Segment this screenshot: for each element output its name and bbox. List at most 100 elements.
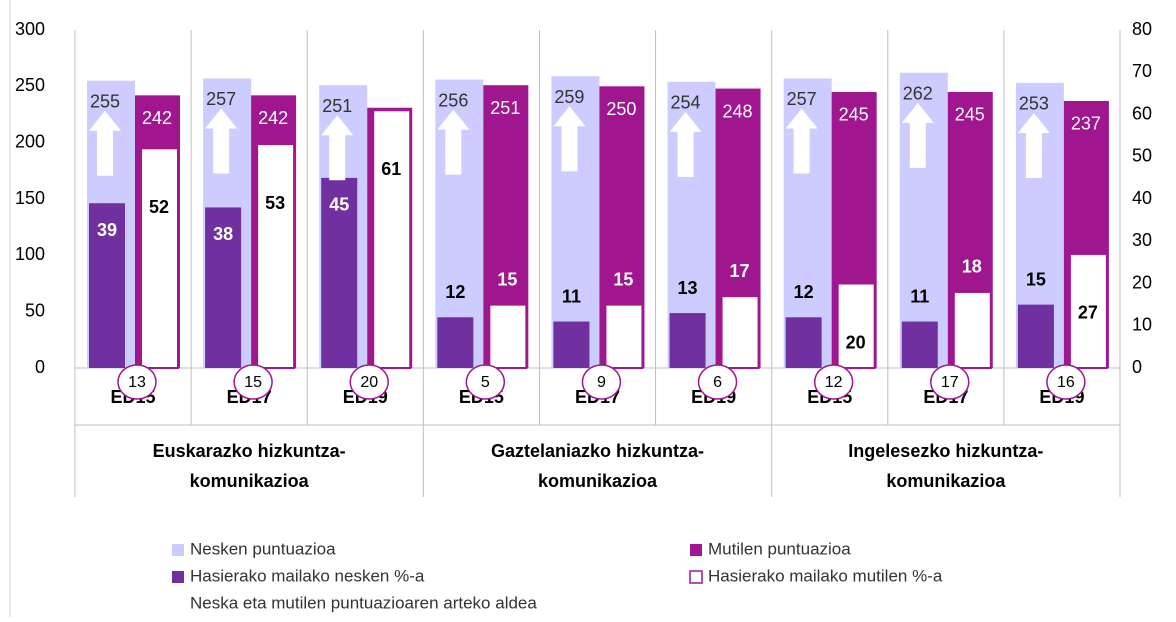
- legend-swatch: [172, 544, 184, 556]
- value-label: 12: [445, 282, 465, 302]
- bar: [836, 282, 876, 369]
- bar: [720, 295, 760, 369]
- value-label: 61: [381, 159, 401, 179]
- legend-label: Nesken puntuazioa: [190, 539, 336, 558]
- bar: [553, 321, 590, 368]
- value-label: 12: [794, 282, 814, 302]
- value-label: 38: [213, 224, 233, 244]
- bar: [372, 109, 412, 370]
- value-label: 262: [903, 84, 933, 104]
- value-label: 250: [606, 99, 636, 119]
- group-label: Euskarazko hizkuntza-: [153, 441, 346, 461]
- value-label: 11: [910, 286, 929, 306]
- bar: [437, 317, 474, 368]
- bar: [952, 290, 992, 370]
- legend-label: Hasierako mailako mutilen %-a: [708, 566, 943, 585]
- value-label: 251: [322, 96, 352, 116]
- y2-tick-label: 10: [1132, 315, 1152, 335]
- value-label: 231: [374, 120, 404, 140]
- value-label: 18: [962, 257, 982, 277]
- arrow: [553, 106, 586, 172]
- difference-marker: [930, 364, 970, 400]
- group-label: komunikazioa: [886, 471, 1006, 491]
- value-label: 11: [562, 286, 581, 306]
- difference-label: 17: [941, 374, 959, 391]
- difference-marker: [1046, 364, 1086, 400]
- bar: [205, 207, 242, 368]
- y-tick-label: 150: [15, 188, 45, 208]
- value-label: 257: [787, 89, 817, 109]
- legend-label: Mutilen puntuazioa: [708, 539, 851, 558]
- value-label: 255: [90, 91, 120, 111]
- difference-marker: [349, 364, 389, 400]
- arrow: [437, 109, 470, 175]
- difference-label: 16: [1057, 374, 1075, 391]
- bar: [785, 317, 822, 368]
- y-tick-label: 250: [15, 75, 45, 95]
- legend-swatch: [690, 544, 702, 556]
- bar: [140, 147, 179, 369]
- difference-label: 20: [360, 374, 378, 391]
- y2-tick-label: 0: [1132, 357, 1142, 377]
- value-label: 253: [1019, 94, 1049, 114]
- difference-marker: [813, 364, 854, 400]
- y-tick-label: 300: [15, 19, 45, 39]
- difference-marker: [233, 364, 273, 400]
- group-label: Ingelesezko hizkuntza-: [848, 441, 1043, 461]
- bar: [604, 303, 644, 369]
- bar: [256, 143, 296, 369]
- bar: [89, 203, 125, 368]
- y2-tick-label: 40: [1132, 188, 1152, 208]
- value-label: 15: [497, 269, 517, 289]
- difference-label: 13: [128, 374, 146, 391]
- difference-label: 6: [713, 374, 722, 391]
- group-label: komunikazioa: [538, 471, 658, 491]
- y2-tick-label: 60: [1132, 103, 1152, 123]
- y-tick-label: 100: [15, 244, 45, 264]
- difference-label: 5: [481, 374, 490, 391]
- value-label: 245: [955, 105, 985, 125]
- bar: [321, 177, 358, 368]
- bar: [901, 321, 938, 368]
- value-label: 248: [723, 101, 753, 121]
- value-label: 259: [554, 87, 584, 107]
- value-label: 27: [1078, 303, 1098, 323]
- value-label: 13: [678, 278, 698, 298]
- value-label: 251: [490, 98, 520, 118]
- legend-label: Hasierako mailako nesken %-a: [190, 566, 425, 585]
- bar: [488, 303, 528, 369]
- value-label: 15: [613, 269, 633, 289]
- value-label: 254: [671, 93, 701, 113]
- y-tick-label: 50: [25, 300, 45, 320]
- legend-label: Neska eta mutilen puntuazioaren arteko a…: [190, 593, 537, 612]
- bar: [1068, 252, 1108, 369]
- value-label: 257: [206, 89, 236, 109]
- difference-marker: [465, 364, 506, 400]
- value-label: 256: [438, 90, 468, 110]
- arrow: [785, 108, 818, 174]
- group-label: komunikazioa: [190, 471, 310, 491]
- y2-tick-label: 30: [1132, 230, 1152, 250]
- arrow: [1017, 112, 1050, 178]
- difference-marker: [581, 364, 622, 400]
- value-label: 242: [142, 108, 172, 128]
- y2-tick-label: 70: [1132, 61, 1152, 81]
- arrow: [901, 102, 934, 168]
- arrow: [321, 115, 354, 181]
- value-label: 39: [97, 220, 117, 240]
- y2-tick-label: 50: [1132, 146, 1152, 166]
- difference-label: 9: [597, 374, 606, 391]
- value-label: 20: [846, 332, 866, 352]
- y-tick-label: 200: [15, 131, 45, 151]
- arrow: [669, 111, 702, 177]
- value-label: 245: [839, 105, 869, 125]
- difference-label: 12: [825, 374, 843, 391]
- value-label: 53: [265, 193, 285, 213]
- legend-swatch: [689, 570, 703, 584]
- difference-label: 15: [244, 374, 262, 391]
- value-label: 237: [1071, 114, 1101, 134]
- arrow: [89, 110, 121, 176]
- y2-tick-label: 20: [1132, 272, 1152, 292]
- legend-swatch: [172, 571, 184, 583]
